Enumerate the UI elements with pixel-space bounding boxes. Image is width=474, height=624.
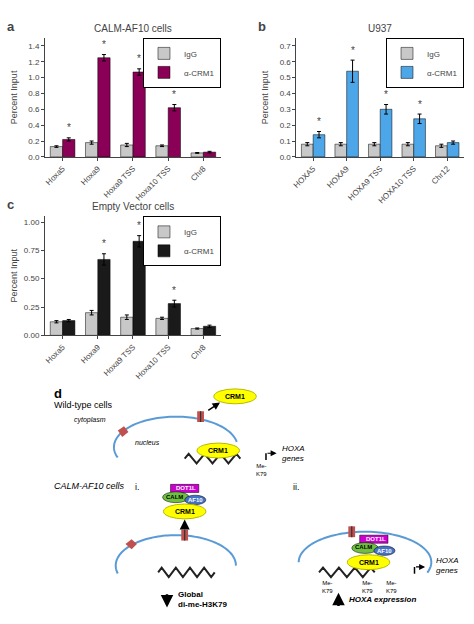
svg-text:Empty Vector cells: Empty Vector cells bbox=[92, 201, 174, 212]
svg-text:HOXA10 TSS: HOXA10 TSS bbox=[377, 164, 418, 205]
svg-text:HOXAgenes: HOXAgenes bbox=[436, 556, 459, 575]
svg-text:*: * bbox=[102, 238, 106, 249]
svg-text:Chr8: Chr8 bbox=[189, 164, 208, 183]
svg-text:nucleus: nucleus bbox=[135, 439, 160, 446]
svg-text:0.0: 0.0 bbox=[280, 153, 292, 162]
svg-text:CRM1: CRM1 bbox=[208, 447, 228, 454]
svg-text:CALM-AF10 cells: CALM-AF10 cells bbox=[94, 23, 172, 34]
svg-text:0.2: 0.2 bbox=[280, 121, 292, 130]
svg-text:0.6: 0.6 bbox=[280, 58, 292, 67]
svg-text:Hoxa10 TSS: Hoxa10 TSS bbox=[134, 343, 172, 381]
svg-text:Hoxa10 TSS: Hoxa10 TSS bbox=[134, 164, 172, 202]
svg-text:*: * bbox=[137, 220, 141, 231]
svg-text:Me-K79: Me-K79 bbox=[386, 580, 397, 594]
svg-text:0.4: 0.4 bbox=[28, 121, 40, 130]
svg-text:Me-K79: Me-K79 bbox=[256, 463, 267, 477]
svg-text:HOXAgenes: HOXAgenes bbox=[282, 444, 305, 463]
svg-text:a: a bbox=[7, 19, 15, 34]
svg-text:*: * bbox=[384, 89, 388, 100]
svg-text:0.4: 0.4 bbox=[280, 89, 292, 98]
svg-text:1.4: 1.4 bbox=[28, 42, 40, 51]
svg-text:AF10: AF10 bbox=[377, 548, 392, 554]
svg-text:Me-K79: Me-K79 bbox=[322, 580, 333, 594]
svg-text:AF10: AF10 bbox=[188, 497, 203, 503]
svg-text:CRM1: CRM1 bbox=[175, 508, 195, 515]
svg-text:*: * bbox=[351, 45, 355, 56]
svg-text:c: c bbox=[7, 197, 14, 212]
svg-text:CALM: CALM bbox=[166, 494, 183, 500]
svg-text:HOXA5: HOXA5 bbox=[292, 164, 318, 190]
svg-text:Percent Input: Percent Input bbox=[9, 70, 19, 124]
svg-text:Hoxa5: Hoxa5 bbox=[44, 164, 67, 187]
svg-text:α-CRM1: α-CRM1 bbox=[184, 247, 215, 256]
svg-text:Chr8: Chr8 bbox=[189, 342, 208, 361]
svg-text:Chr12: Chr12 bbox=[430, 164, 452, 186]
svg-text:*: * bbox=[102, 39, 106, 50]
svg-text:d: d bbox=[54, 386, 62, 401]
svg-text:HOXA expression: HOXA expression bbox=[349, 595, 416, 604]
svg-text:IgG: IgG bbox=[184, 228, 197, 237]
svg-text:Hoxa9 TSS: Hoxa9 TSS bbox=[102, 343, 137, 378]
svg-text:DOT1L: DOT1L bbox=[176, 485, 196, 491]
svg-text:CRM1: CRM1 bbox=[225, 393, 245, 400]
svg-text:α-CRM1: α-CRM1 bbox=[427, 69, 458, 78]
svg-text:cytoplasm: cytoplasm bbox=[74, 416, 106, 424]
svg-text:0.6: 0.6 bbox=[28, 105, 40, 114]
svg-text:b: b bbox=[258, 19, 266, 34]
svg-text:CRM1: CRM1 bbox=[359, 559, 379, 566]
svg-text:*: * bbox=[67, 122, 71, 133]
svg-text:Hoxa9: Hoxa9 bbox=[79, 164, 102, 187]
svg-text:0.0: 0.0 bbox=[28, 153, 40, 162]
svg-text:CALM: CALM bbox=[355, 544, 372, 550]
svg-text:0.75: 0.75 bbox=[24, 246, 40, 255]
svg-text:HOXA9 TSS: HOXA9 TSS bbox=[346, 164, 384, 202]
svg-text:1.2: 1.2 bbox=[28, 58, 40, 67]
svg-text:*: * bbox=[172, 285, 176, 296]
svg-text:Wild-type cells: Wild-type cells bbox=[54, 400, 113, 410]
svg-text:1.00: 1.00 bbox=[24, 218, 40, 227]
svg-text:IgG: IgG bbox=[427, 50, 440, 59]
svg-text:0.3: 0.3 bbox=[280, 105, 292, 114]
svg-text:Globaldi-me-H3K79: Globaldi-me-H3K79 bbox=[178, 590, 227, 609]
svg-text:Hoxa9 TSS: Hoxa9 TSS bbox=[102, 164, 137, 199]
svg-text:Hoxa9: Hoxa9 bbox=[79, 342, 102, 365]
svg-text:i.: i. bbox=[135, 482, 140, 492]
svg-text:0.8: 0.8 bbox=[28, 89, 40, 98]
svg-text:Percent Input: Percent Input bbox=[9, 249, 19, 303]
svg-text:*: * bbox=[137, 53, 141, 64]
svg-text:0.1: 0.1 bbox=[280, 137, 292, 146]
svg-text:ii.: ii. bbox=[293, 482, 300, 492]
svg-text:DOT1L: DOT1L bbox=[366, 536, 386, 542]
svg-text:0.2: 0.2 bbox=[28, 137, 40, 146]
svg-text:*: * bbox=[418, 99, 422, 110]
svg-text:*: * bbox=[172, 89, 176, 100]
svg-text:0.00: 0.00 bbox=[24, 331, 40, 340]
svg-text:Hoxa5: Hoxa5 bbox=[44, 342, 67, 365]
svg-text:CALM-AF10 cells: CALM-AF10 cells bbox=[54, 481, 125, 491]
svg-text:IgG: IgG bbox=[184, 50, 197, 59]
svg-text:U937: U937 bbox=[368, 23, 392, 34]
svg-text:0.25: 0.25 bbox=[24, 303, 40, 312]
svg-text:1.0: 1.0 bbox=[28, 73, 40, 82]
svg-text:Me-K79: Me-K79 bbox=[362, 580, 373, 594]
svg-text:0.5: 0.5 bbox=[280, 73, 292, 82]
svg-text:Percent Input: Percent Input bbox=[260, 70, 270, 124]
svg-text:α-CRM1: α-CRM1 bbox=[184, 69, 215, 78]
svg-text:*: * bbox=[317, 116, 321, 127]
svg-text:0.50: 0.50 bbox=[24, 274, 40, 283]
svg-text:HOXA9: HOXA9 bbox=[325, 164, 351, 190]
svg-text:0.7: 0.7 bbox=[280, 42, 292, 51]
